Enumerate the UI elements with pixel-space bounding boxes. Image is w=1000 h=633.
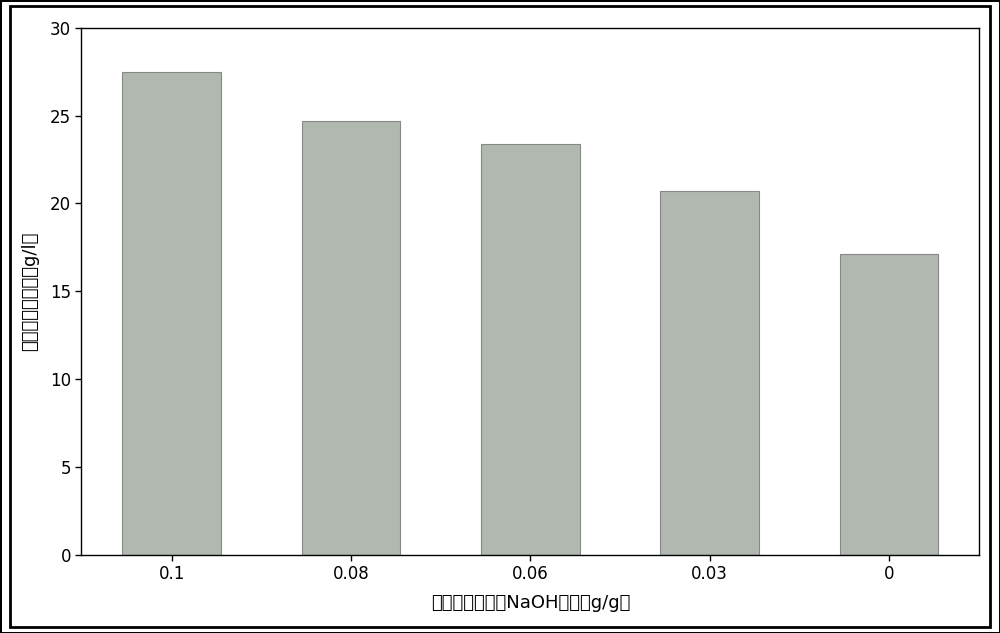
Bar xyxy=(840,254,938,555)
Bar xyxy=(481,144,580,555)
Y-axis label: 葡萄糖释放浓度（g/l）: 葡萄糖释放浓度（g/l） xyxy=(21,232,39,351)
Bar xyxy=(302,121,400,555)
Bar xyxy=(122,72,221,555)
X-axis label: 碱预浸提步骤中NaOH加量（g/g）: 碱预浸提步骤中NaOH加量（g/g） xyxy=(431,594,630,612)
Bar xyxy=(660,191,759,555)
